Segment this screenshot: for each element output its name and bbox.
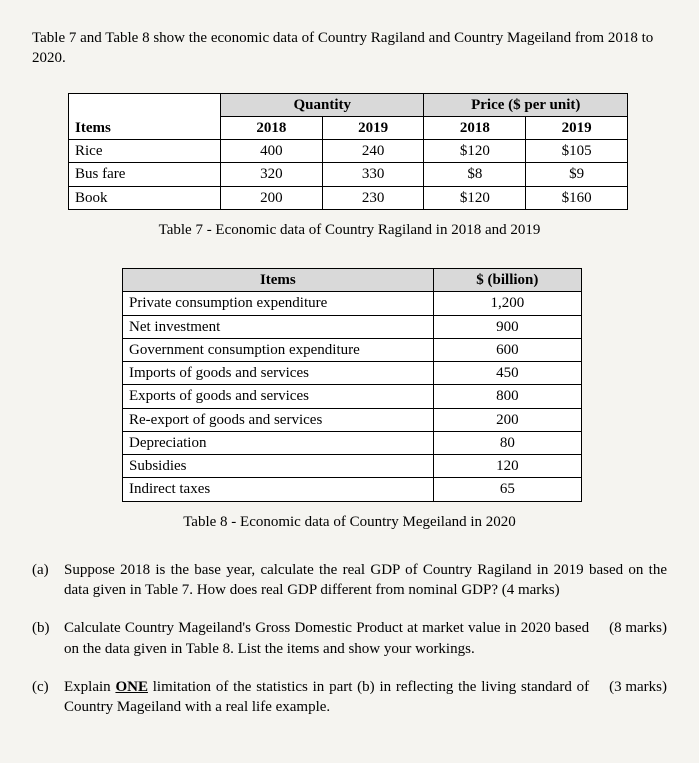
- t7-cell: $120: [424, 186, 526, 209]
- t7-cell: 330: [322, 163, 424, 186]
- t8-val: 65: [433, 478, 581, 501]
- t8-header-value: $ (billion): [433, 269, 581, 292]
- t7-header-items: Items: [69, 93, 221, 140]
- t8-item: Subsidies: [123, 455, 434, 478]
- question-a: (a) Suppose 2018 is the base year, calcu…: [32, 560, 667, 601]
- t7-cell: $105: [526, 140, 628, 163]
- t8-val: 450: [433, 362, 581, 385]
- t8-item: Exports of goods and services: [123, 385, 434, 408]
- t8-val: 80: [433, 431, 581, 454]
- t8-header-items: Items: [123, 269, 434, 292]
- t7-year-p-2018: 2018: [424, 116, 526, 139]
- table-row: Net investment900: [123, 315, 582, 338]
- table-row: Imports of goods and services450: [123, 362, 582, 385]
- t7-item: Bus fare: [69, 163, 221, 186]
- t7-cell: 200: [221, 186, 323, 209]
- t7-cell: $9: [526, 163, 628, 186]
- t8-item: Private consumption expenditure: [123, 292, 434, 315]
- table-8-caption: Table 8 - Economic data of Country Megei…: [32, 512, 667, 532]
- t8-item: Imports of goods and services: [123, 362, 434, 385]
- t7-year-q-2018: 2018: [221, 116, 323, 139]
- t7-item: Rice: [69, 140, 221, 163]
- table-row: Depreciation80: [123, 431, 582, 454]
- question-body: Suppose 2018 is the base year, calculate…: [64, 560, 667, 601]
- t7-item: Book: [69, 186, 221, 209]
- question-letter: (b): [32, 618, 64, 659]
- question-letter: (c): [32, 677, 64, 718]
- t7-header-price: Price ($ per unit): [424, 93, 628, 116]
- t8-val: 800: [433, 385, 581, 408]
- question-body: Explain ONE limitation of the statistics…: [64, 677, 667, 718]
- t7-cell: $160: [526, 186, 628, 209]
- t7-year-q-2019: 2019: [322, 116, 424, 139]
- t8-val: 200: [433, 408, 581, 431]
- table-row: Re-export of goods and services200: [123, 408, 582, 431]
- question-marks: (3 marks): [589, 677, 667, 718]
- t8-item: Net investment: [123, 315, 434, 338]
- t7-cell: $120: [424, 140, 526, 163]
- table-row: Subsidies120: [123, 455, 582, 478]
- table-row: Private consumption expenditure1,200: [123, 292, 582, 315]
- question-c: (c) Explain ONE limitation of the statis…: [32, 677, 667, 718]
- table-row: Book 200 230 $120 $160: [69, 186, 628, 209]
- table-row: Rice 400 240 $120 $105: [69, 140, 628, 163]
- t7-cell: $8: [424, 163, 526, 186]
- question-text: Explain ONE limitation of the statistics…: [64, 677, 589, 718]
- table-row: Indirect taxes65: [123, 478, 582, 501]
- table-row: Government consumption expenditure600: [123, 338, 582, 361]
- question-b: (b) Calculate Country Mageiland's Gross …: [32, 618, 667, 659]
- t8-val: 900: [433, 315, 581, 338]
- t8-item: Indirect taxes: [123, 478, 434, 501]
- table-row: Bus fare 320 330 $8 $9: [69, 163, 628, 186]
- table-7: Items Quantity Price ($ per unit) 2018 2…: [68, 93, 628, 210]
- t8-item: Government consumption expenditure: [123, 338, 434, 361]
- t7-cell: 240: [322, 140, 424, 163]
- t7-year-p-2019: 2019: [526, 116, 628, 139]
- question-text: Calculate Country Mageiland's Gross Dome…: [64, 618, 589, 659]
- t7-header-quantity: Quantity: [221, 93, 424, 116]
- questions: (a) Suppose 2018 is the base year, calcu…: [32, 560, 667, 718]
- question-body: Calculate Country Mageiland's Gross Dome…: [64, 618, 667, 659]
- t8-val: 1,200: [433, 292, 581, 315]
- t7-cell: 230: [322, 186, 424, 209]
- t8-item: Re-export of goods and services: [123, 408, 434, 431]
- table-row: Exports of goods and services800: [123, 385, 582, 408]
- t8-item: Depreciation: [123, 431, 434, 454]
- question-marks: (8 marks): [589, 618, 667, 659]
- t7-cell: 400: [221, 140, 323, 163]
- table-8: Items $ (billion) Private consumption ex…: [122, 268, 582, 502]
- t8-val: 600: [433, 338, 581, 361]
- intro-text: Table 7 and Table 8 show the economic da…: [32, 28, 667, 69]
- question-letter: (a): [32, 560, 64, 601]
- t8-val: 120: [433, 455, 581, 478]
- t7-cell: 320: [221, 163, 323, 186]
- table-7-caption: Table 7 - Economic data of Country Ragil…: [32, 220, 667, 240]
